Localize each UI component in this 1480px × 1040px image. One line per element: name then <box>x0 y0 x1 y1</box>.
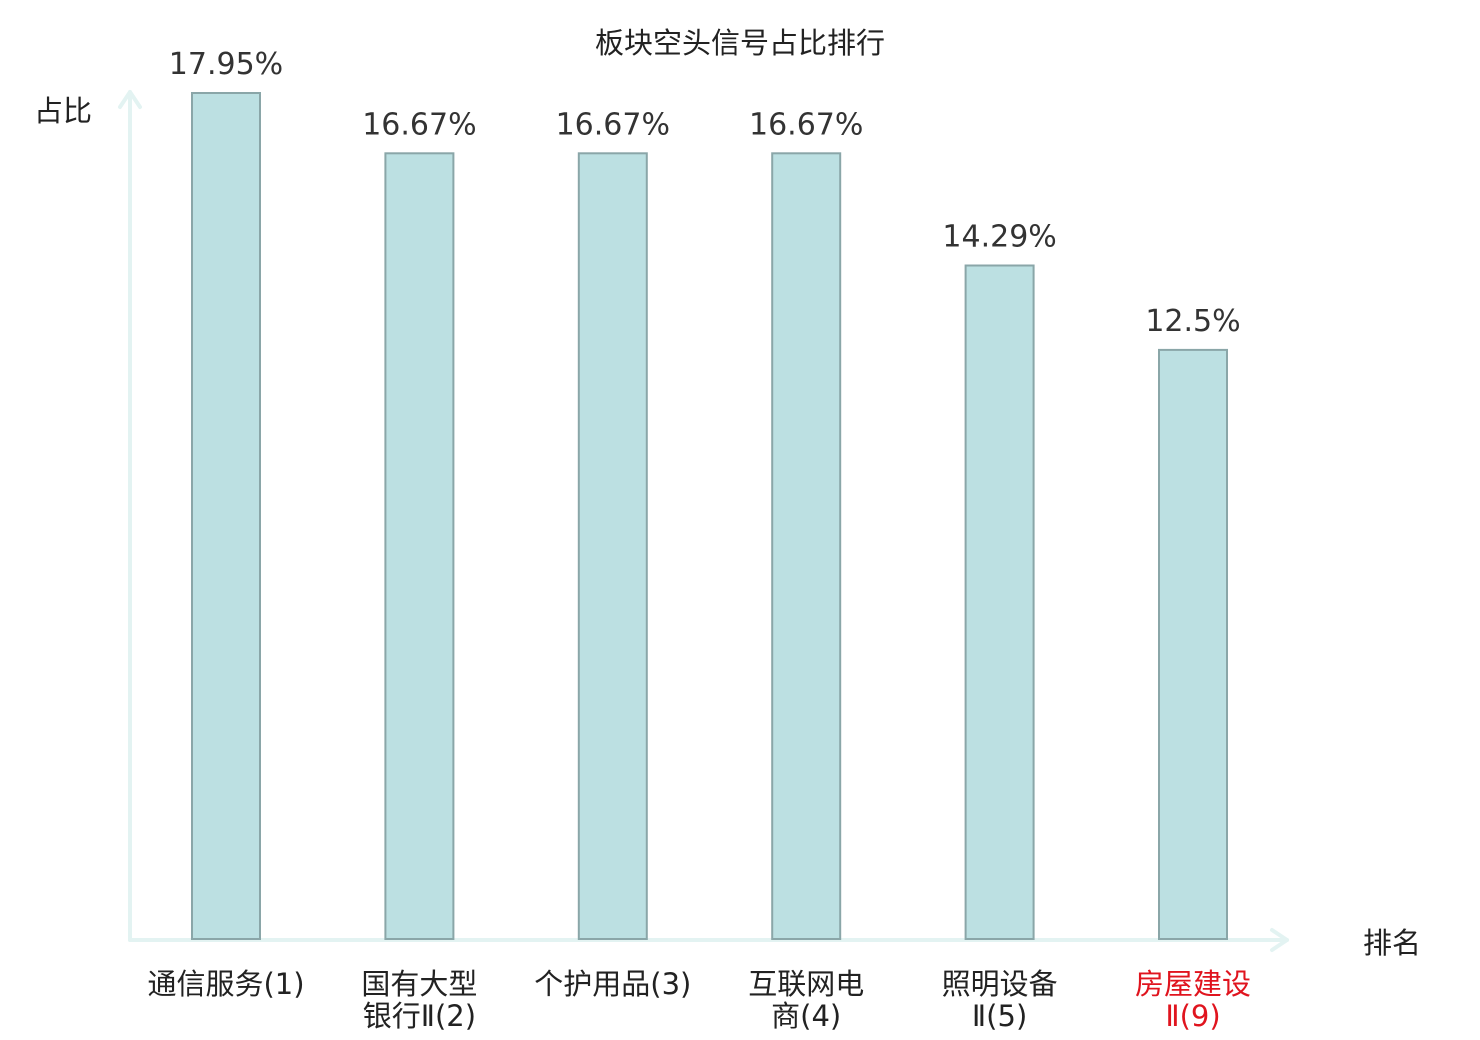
value-label: 16.67% <box>362 107 476 142</box>
x-axis-label: 排名 <box>1363 926 1421 960</box>
x-tick-label: 个护用品(3) <box>534 967 691 1001</box>
bar <box>771 152 842 941</box>
value-label: 16.67% <box>556 107 670 142</box>
x-tick-label: 商(4) <box>771 999 841 1033</box>
bar <box>191 92 261 940</box>
x-tick-label: 照明设备 <box>942 967 1058 1001</box>
y-axis-arrow <box>118 90 142 109</box>
value-label: 17.95% <box>169 47 283 82</box>
axes <box>118 90 1289 952</box>
x-tick-label: 通信服务(1) <box>147 967 304 1001</box>
x-tick-label: Ⅱ(5) <box>972 999 1027 1033</box>
x-tick-label: 互联网电 <box>748 967 864 1001</box>
bar <box>964 264 1035 940</box>
value-labels-group: 17.95% 16.67% 16.67% 16.67% 14.29% 12.5% <box>169 47 1241 339</box>
x-axis-arrow <box>1270 928 1289 952</box>
bars-group <box>191 92 1228 941</box>
value-label: 16.67% <box>749 107 863 142</box>
value-label: 14.29% <box>942 220 1056 255</box>
x-tick-label: Ⅱ(9) <box>1165 999 1220 1033</box>
chart-title: 板块空头信号占比排行 <box>595 26 885 60</box>
x-tick-label: 房屋建设 <box>1135 967 1251 1001</box>
x-tick-label: 银行Ⅱ(2) <box>363 999 476 1033</box>
bar <box>384 152 455 941</box>
bar <box>577 152 648 941</box>
x-tick-label: 国有大型 <box>361 967 477 1001</box>
y-axis-label: 占比 <box>34 94 92 128</box>
bar <box>1158 348 1228 940</box>
value-label: 12.5% <box>1145 304 1240 339</box>
